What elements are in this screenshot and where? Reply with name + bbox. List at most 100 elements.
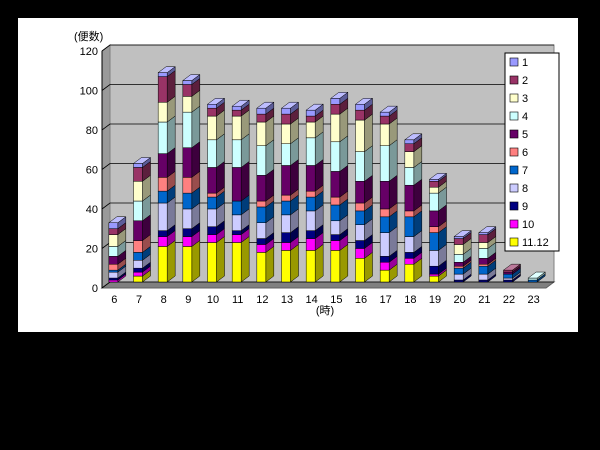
bar-segment (355, 202, 365, 212)
bar-segment (453, 236, 464, 239)
bar-segment (207, 234, 217, 243)
bar-segment (281, 123, 291, 144)
bar-segment (355, 181, 365, 204)
legend-swatch (509, 129, 519, 139)
bar-segment (281, 214, 291, 233)
bar-segment (281, 232, 291, 243)
bar-segment (478, 248, 489, 259)
bar-segment (281, 165, 291, 196)
bar-segment-side (191, 239, 201, 283)
bar-segment (379, 232, 390, 257)
bar-segment (231, 139, 242, 168)
bar-segment (207, 242, 217, 283)
bar-top (330, 92, 349, 99)
bar-top (157, 66, 176, 73)
bar-segment (231, 109, 242, 117)
bar-segment (404, 210, 415, 218)
legend-label: 6 (522, 147, 528, 159)
x-tick-label: 9 (185, 294, 191, 306)
bar-segment (157, 190, 168, 204)
bar-segment (207, 107, 217, 117)
bar-segment (305, 137, 316, 166)
bar-segment (281, 242, 291, 251)
bar-segment (355, 258, 365, 283)
legend-swatch (509, 57, 519, 67)
bar-segment (133, 167, 143, 182)
x-tick-label: 8 (161, 294, 167, 306)
bar-segment (256, 145, 267, 176)
bar-top (305, 103, 324, 111)
bar-segment (256, 121, 267, 146)
bar-segment (305, 109, 316, 117)
bar-segment (256, 200, 267, 208)
legend-label: 3 (522, 93, 528, 105)
bar-segment (429, 192, 439, 212)
legend-swatch (509, 237, 519, 247)
chart-panel: 0 20 40 60 80 100 120 (便数) (時) 6 7 8 9 10 11 12 13 14 15 16… (18, 18, 578, 332)
bar-segment (305, 115, 316, 123)
bar-segment (305, 238, 316, 251)
bar-segment (379, 269, 390, 283)
bar-segment (305, 121, 316, 139)
legend-swatch (509, 183, 519, 193)
bar-segment (182, 177, 193, 194)
bar-segment-side (240, 236, 250, 283)
bar-segment (182, 84, 193, 97)
bar-segment (429, 226, 439, 233)
legend-label: 10 (522, 219, 534, 231)
bar-segment (231, 167, 242, 202)
y-axis-title: (便数) (74, 30, 103, 43)
bar-segment (429, 186, 439, 194)
bar-segment (133, 267, 143, 273)
x-axis-title: (時) (316, 304, 334, 317)
x-tick-label: 6 (111, 294, 117, 306)
bar-segment (182, 208, 193, 229)
bar-top (182, 74, 201, 81)
legend-label: 9 (522, 201, 528, 213)
bar-segment (429, 179, 439, 182)
bar-segment (453, 265, 464, 269)
bar-segment (379, 123, 390, 146)
bar-segment (453, 273, 464, 281)
legend-swatch (509, 165, 519, 175)
bar-segment (182, 80, 193, 85)
bar-top (527, 271, 546, 279)
bar-segment (330, 98, 341, 105)
bar-segment (330, 204, 341, 222)
legend-label: 8 (522, 183, 528, 195)
bar-top (256, 101, 275, 109)
bar-segment (256, 113, 267, 123)
legend-label: 5 (522, 129, 528, 141)
bar-segment (157, 236, 168, 247)
bar-segment (231, 200, 242, 216)
bar-segment-side (388, 139, 398, 182)
bar-segment (503, 269, 513, 273)
x-tick-label: 14 (306, 294, 318, 306)
bar-segment-side (290, 243, 299, 283)
bar-segment (157, 121, 168, 154)
bar-segment (133, 260, 143, 269)
bar-segment (305, 210, 316, 231)
bar-segment (207, 167, 217, 194)
bar-segment (330, 240, 341, 251)
bar-segment (330, 113, 341, 143)
bar-segment-side (216, 236, 225, 283)
x-tick-label: 17 (380, 294, 392, 306)
bar-segment (404, 263, 415, 283)
bar-segment (108, 279, 119, 283)
bar-segment (231, 115, 242, 141)
bar-segment (404, 143, 415, 152)
bar-top (428, 173, 448, 180)
x-tick-label: 18 (404, 294, 416, 306)
legend-swatch (509, 201, 519, 211)
bar-segment-side (166, 239, 176, 283)
bar-segment (478, 265, 489, 275)
bar-segment (182, 246, 193, 283)
bar-segment (379, 256, 390, 263)
bar-segment (478, 273, 489, 281)
bar-segment (429, 265, 439, 275)
legend-label: 11.12 (522, 237, 549, 249)
bar-segment (379, 181, 390, 210)
bar-segment (404, 216, 415, 237)
